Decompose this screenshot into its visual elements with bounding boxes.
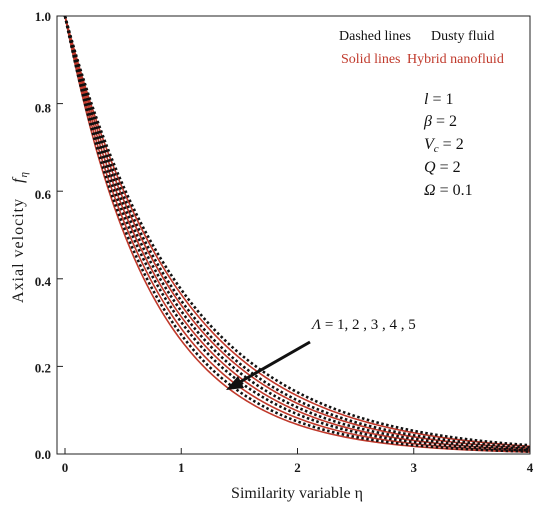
hybrid-nanofluid-line-2 <box>64 15 531 452</box>
x-tick-label: 2 <box>294 460 301 475</box>
dusty-fluid-line-1 <box>63 15 531 453</box>
x-tick-label: 1 <box>178 460 185 475</box>
dusty-fluid-line-2 <box>63 15 531 452</box>
y-axis-title: Axial velocity fη <box>10 171 30 303</box>
param-vc: Vc = 2 <box>424 136 464 155</box>
x-axis-title: Similarity variable η <box>231 485 363 502</box>
hybrid-nanofluid-line-3 <box>64 15 531 451</box>
annotation-arrow <box>239 340 311 384</box>
y-tick-labels: 0.0 0.2 0.4 0.6 0.8 1.0 <box>35 9 52 462</box>
y-tick-label: 0.6 <box>35 187 52 202</box>
y-tick-label: 0.2 <box>35 360 51 375</box>
dusty-fluid-line-5 <box>63 15 531 447</box>
hybrid-nanofluid-line-5 <box>64 15 531 448</box>
parameter-list: l = 1 β = 2 Vc = 2 Q = 2 Ω = 0.1 <box>423 91 473 199</box>
y-tick-label: 1.0 <box>35 9 51 24</box>
legend-dashed-label: Dashed lines <box>339 29 411 44</box>
legend-dashed-meaning: Dusty fluid <box>431 29 494 44</box>
svg-text:Axial velocity fη: Axial velocity fη <box>10 171 30 303</box>
legend-solid-label: Solid lines <box>341 52 401 67</box>
y-axis-title-text: Axial velocity <box>10 198 27 303</box>
legend: Dashed lines Dusty fluid Solid lines Hyb… <box>339 29 504 67</box>
series-lines <box>63 15 531 453</box>
x-tick-label: 0 <box>62 460 69 475</box>
param-q: Q = 2 <box>424 159 461 176</box>
axis-ticks <box>57 15 531 455</box>
y-axis-title-symbol: f <box>10 176 27 183</box>
legend-solid-meaning: Hybrid nanofluid <box>407 52 504 67</box>
y-tick-label: 0.0 <box>35 447 51 462</box>
x-tick-label: 4 <box>527 460 534 475</box>
x-tick-labels: 0 1 2 3 4 <box>62 460 534 475</box>
dusty-fluid-line-3 <box>63 15 531 451</box>
annotation: Λ = 1, 2 , 3 , 4 , 5 <box>226 317 416 390</box>
y-tick-label: 0.4 <box>35 274 52 289</box>
param-beta: β = 2 <box>423 113 457 130</box>
annotation-text: Λ = 1, 2 , 3 , 4 , 5 <box>310 317 416 333</box>
plot-frame <box>56 15 531 455</box>
y-axis-title-subscript: η <box>18 171 30 177</box>
x-tick-label: 3 <box>411 460 418 475</box>
y-tick-label: 0.8 <box>35 101 52 116</box>
param-l: l = 1 <box>424 91 453 108</box>
param-omega: Ω = 0.1 <box>424 182 473 199</box>
annotation-arrowhead <box>226 376 244 390</box>
